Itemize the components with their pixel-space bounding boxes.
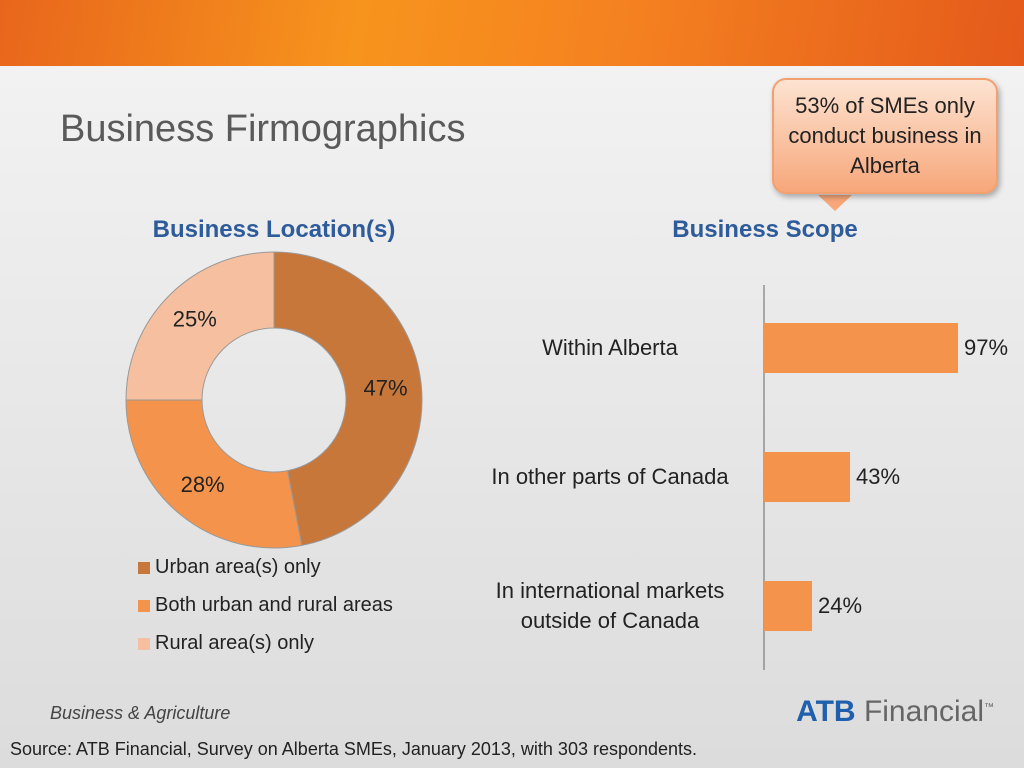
chart-title: Business Location(s) xyxy=(152,216,396,243)
legend-label: Rural area(s) only xyxy=(155,632,314,654)
legend-label: Urban area(s) only xyxy=(155,556,321,578)
donut-slice xyxy=(125,251,275,401)
data-label: 97% xyxy=(964,335,1009,360)
data-label: 25% xyxy=(173,307,217,332)
header-band xyxy=(0,0,1024,66)
legend-swatch xyxy=(138,562,150,574)
category-label: In international markets outside of Cana… xyxy=(495,578,725,633)
source: Source: ATB Financial, Survey on Alberta… xyxy=(10,739,698,759)
category-label: In other parts of Canada xyxy=(491,464,729,489)
legend-label: Both urban and rural areas xyxy=(155,594,393,616)
data-label: 43% xyxy=(856,464,901,489)
bar xyxy=(764,452,850,502)
logo-name: Financial xyxy=(863,695,984,728)
donut-slice xyxy=(125,399,303,549)
data-label: 47% xyxy=(363,375,407,400)
chart-title: Business Scope xyxy=(672,216,858,243)
bar xyxy=(764,581,812,631)
logo: ATB Financial™ xyxy=(796,695,994,729)
bar xyxy=(764,323,958,373)
legend-swatch xyxy=(138,600,150,612)
callout: 53% of SMEs only conduct business in Alb… xyxy=(772,78,998,194)
legend-swatch xyxy=(138,638,150,650)
data-label: 28% xyxy=(181,472,225,497)
logo-brand: ATB xyxy=(796,695,856,728)
slide-title: Business Firmographics xyxy=(60,108,466,150)
logo-mark: ™ xyxy=(984,702,994,713)
donut-slice xyxy=(273,251,423,546)
category-label: Within Alberta xyxy=(542,335,678,360)
footer: Business & Agriculture xyxy=(50,703,231,723)
data-label: 24% xyxy=(818,593,863,618)
callout-pointer xyxy=(818,195,852,211)
